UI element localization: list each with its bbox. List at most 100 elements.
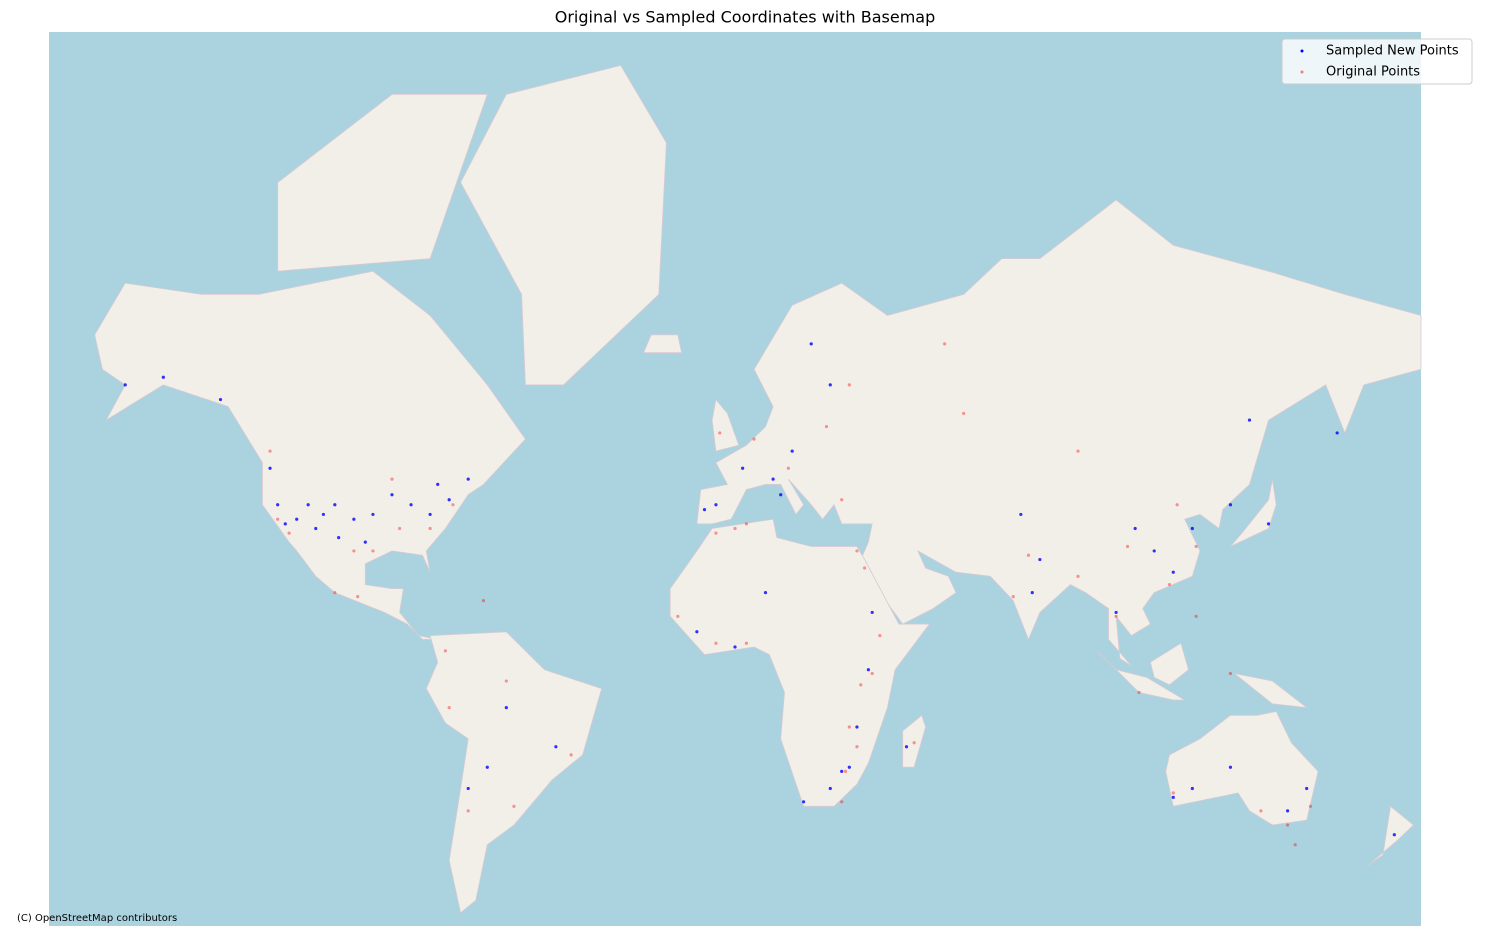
point [447,706,451,710]
point [352,517,356,521]
point [859,683,863,687]
point [802,800,806,804]
point [1076,574,1080,578]
legend: Sampled New Points Original Points [1281,38,1473,85]
point [451,503,455,507]
point [870,671,874,676]
point [1228,671,1233,676]
point [786,466,790,470]
point [828,383,832,387]
point [718,431,722,435]
basemap [49,32,1422,926]
point [428,526,432,531]
point [1030,591,1034,595]
point [695,630,699,634]
point [276,503,280,507]
point [763,591,768,595]
point [1305,786,1309,791]
point [569,753,573,757]
point [1286,823,1290,827]
point [840,800,844,804]
point [840,498,844,502]
point [1228,503,1233,507]
point [333,503,337,507]
point [744,522,749,526]
point [1335,431,1339,435]
land [696,199,1422,667]
legend-label: Sampled New Points [1326,44,1459,59]
point [752,437,756,441]
point [554,745,558,749]
point [1286,809,1290,813]
point [1114,614,1118,618]
land [711,398,740,452]
point [337,536,341,540]
point [866,668,870,672]
point [1011,595,1015,599]
point [363,540,367,544]
point [485,765,489,769]
point [855,745,859,749]
point [466,477,470,481]
point [306,503,310,507]
point [744,641,749,645]
point [1019,512,1023,517]
land [669,518,931,807]
points [123,342,1396,847]
point [702,508,707,512]
point [1114,610,1118,615]
point [714,503,718,507]
land [1165,711,1319,826]
point [1194,544,1198,549]
point [1026,553,1031,557]
point [504,679,508,683]
point [1247,418,1252,422]
point [828,786,832,791]
legend-marker [1300,70,1304,74]
point [1190,526,1194,531]
point [276,517,280,521]
point [855,725,859,729]
point [295,517,299,521]
point [268,449,272,453]
point [676,614,680,618]
land [1234,673,1309,709]
point [741,466,745,470]
legend-label: Original Points [1326,65,1420,80]
point [1076,449,1080,453]
point [1125,544,1130,549]
point [283,522,287,526]
point [733,526,737,531]
point [371,549,375,553]
point [1137,690,1141,694]
point [855,549,859,553]
point [352,549,356,553]
point [1293,843,1297,847]
point [1152,549,1156,553]
attribution: (C) OpenStreetMap contributors [17,913,177,924]
point [1194,614,1198,618]
point [1190,786,1194,791]
point [466,809,470,813]
point [904,745,909,749]
point [1392,833,1396,837]
point [268,466,272,470]
point [1171,570,1175,574]
point [1266,522,1271,526]
point [870,610,874,615]
point [466,786,470,791]
point [443,649,447,653]
point [287,531,291,535]
point [843,769,848,774]
point [878,633,882,638]
point [333,591,337,595]
chart-title: Original vs Sampled Coordinates with Bas… [555,8,936,27]
point [436,482,440,486]
point [512,804,516,808]
land [460,64,667,386]
point [321,512,325,517]
point [862,566,867,570]
point [1171,791,1175,795]
point [847,725,851,729]
